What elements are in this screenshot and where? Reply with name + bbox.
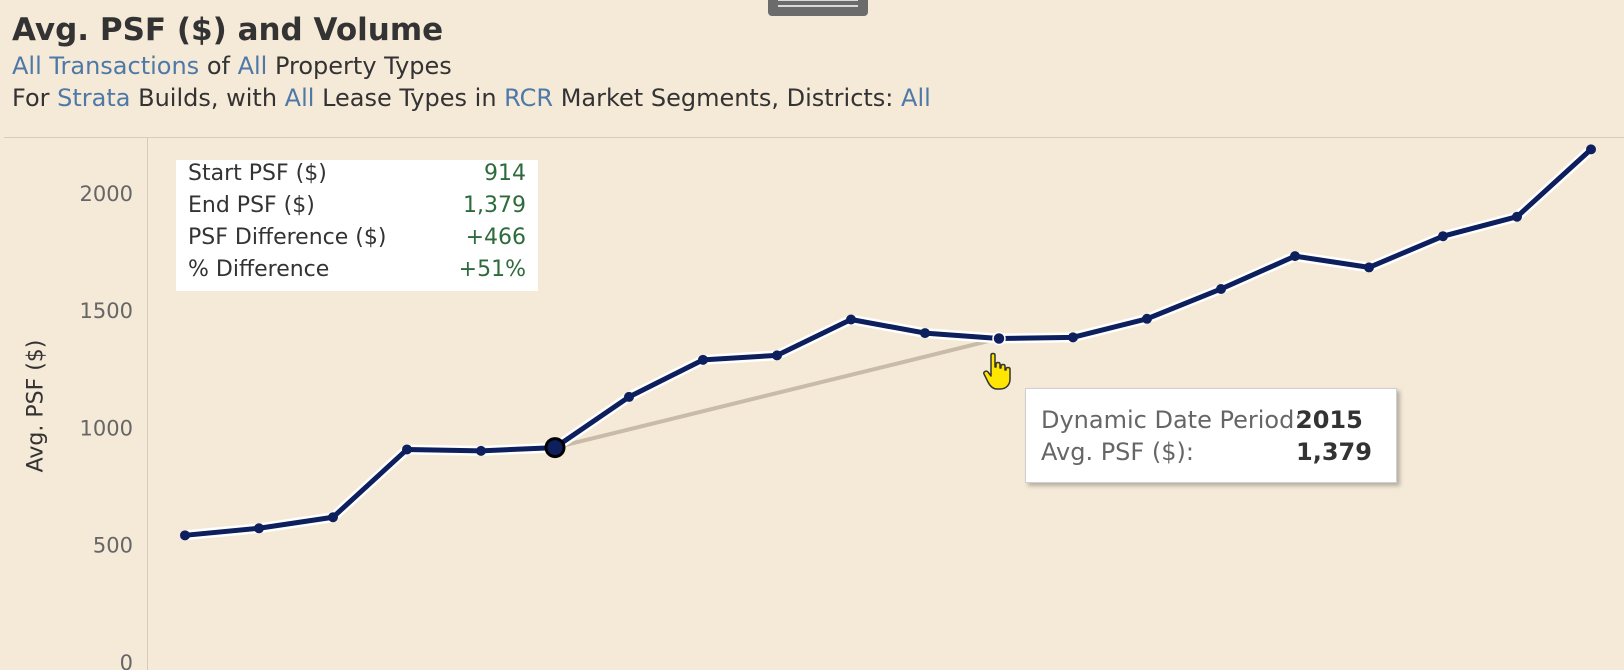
tooltip-period-value: 2015 bbox=[1296, 406, 1363, 434]
data-point[interactable] bbox=[992, 331, 1006, 346]
data-point[interactable] bbox=[772, 350, 782, 361]
filter-text: Market Segments, Districts: bbox=[553, 84, 902, 112]
summary-value: +51% bbox=[458, 257, 526, 282]
summary-label: End PSF ($) bbox=[188, 193, 315, 218]
market-segment-filter-link[interactable]: RCR bbox=[504, 84, 554, 112]
filter-line-builds: For Strata Builds, with All Lease Types … bbox=[12, 84, 931, 112]
tooltip-psf-value: 1,379 bbox=[1296, 438, 1372, 466]
data-point[interactable] bbox=[846, 314, 856, 325]
property-type-filter-link[interactable]: All bbox=[237, 52, 268, 80]
tooltip-psf-label: Avg. PSF ($): bbox=[1041, 438, 1194, 466]
district-filter-link[interactable]: All bbox=[901, 84, 931, 112]
data-point[interactable] bbox=[698, 354, 708, 365]
data-point[interactable] bbox=[624, 391, 634, 402]
drag-handle[interactable] bbox=[768, 0, 868, 16]
filter-text: Property Types bbox=[267, 52, 452, 80]
build-type-filter-link[interactable]: Strata bbox=[57, 84, 131, 112]
summary-label: % Difference bbox=[188, 257, 330, 282]
data-point[interactable] bbox=[402, 444, 412, 455]
data-point[interactable] bbox=[328, 512, 338, 523]
data-point[interactable] bbox=[1586, 144, 1596, 155]
y-tick-label: 1000 bbox=[80, 416, 133, 440]
y-tick-label: 2000 bbox=[80, 182, 133, 206]
start-end-connector bbox=[554, 336, 1000, 450]
summary-row-percent-difference: % Difference +51% bbox=[188, 257, 526, 289]
series-line bbox=[182, 146, 1594, 538]
summary-value: +466 bbox=[465, 225, 526, 250]
data-point[interactable] bbox=[1142, 313, 1152, 324]
psf-summary-box: Start PSF ($) 914 End PSF ($) 1,379 PSF … bbox=[176, 160, 538, 291]
summary-row-start-psf: Start PSF ($) 914 bbox=[188, 161, 526, 193]
filter-text: Lease Types in bbox=[314, 84, 505, 112]
filter-text: of bbox=[199, 52, 238, 80]
selected-start-point[interactable] bbox=[544, 437, 566, 459]
data-point-tooltip: Dynamic Date Period: 2015 Avg. PSF ($): … bbox=[1025, 388, 1397, 483]
summary-row-end-psf: End PSF ($) 1,379 bbox=[188, 193, 526, 225]
summary-value: 914 bbox=[484, 161, 526, 186]
summary-row-psf-difference: PSF Difference ($) +466 bbox=[188, 225, 526, 257]
data-point[interactable] bbox=[254, 523, 264, 534]
data-point[interactable] bbox=[1364, 262, 1374, 273]
data-point[interactable] bbox=[1512, 211, 1522, 222]
data-point[interactable] bbox=[1068, 332, 1078, 343]
summary-label: Start PSF ($) bbox=[188, 161, 327, 186]
summary-label: PSF Difference ($) bbox=[188, 225, 387, 250]
lease-type-filter-link[interactable]: All bbox=[284, 84, 315, 112]
tooltip-period-label: Dynamic Date Period: bbox=[1041, 406, 1303, 434]
chart-title: Avg. PSF ($) and Volume bbox=[12, 12, 444, 48]
hand-cursor-icon bbox=[983, 352, 1011, 390]
data-point[interactable] bbox=[1290, 251, 1300, 262]
header-divider bbox=[4, 137, 1624, 138]
y-tick-label: 500 bbox=[93, 534, 133, 558]
data-point[interactable] bbox=[180, 530, 190, 541]
y-tick-label: 1500 bbox=[80, 299, 133, 323]
summary-value: 1,379 bbox=[463, 193, 526, 218]
filter-text: Builds, with bbox=[130, 84, 285, 112]
y-tick-label: 0 bbox=[120, 651, 133, 670]
filter-text: For bbox=[12, 84, 58, 112]
transactions-filter-link[interactable]: All Transactions bbox=[12, 52, 200, 80]
data-point[interactable] bbox=[1438, 231, 1448, 242]
data-point[interactable] bbox=[476, 445, 486, 456]
filter-line-transactions: All Transactions of All Property Types bbox=[12, 52, 452, 80]
y-axis-line bbox=[147, 138, 148, 670]
data-point[interactable] bbox=[1216, 283, 1226, 294]
data-point[interactable] bbox=[920, 328, 930, 339]
